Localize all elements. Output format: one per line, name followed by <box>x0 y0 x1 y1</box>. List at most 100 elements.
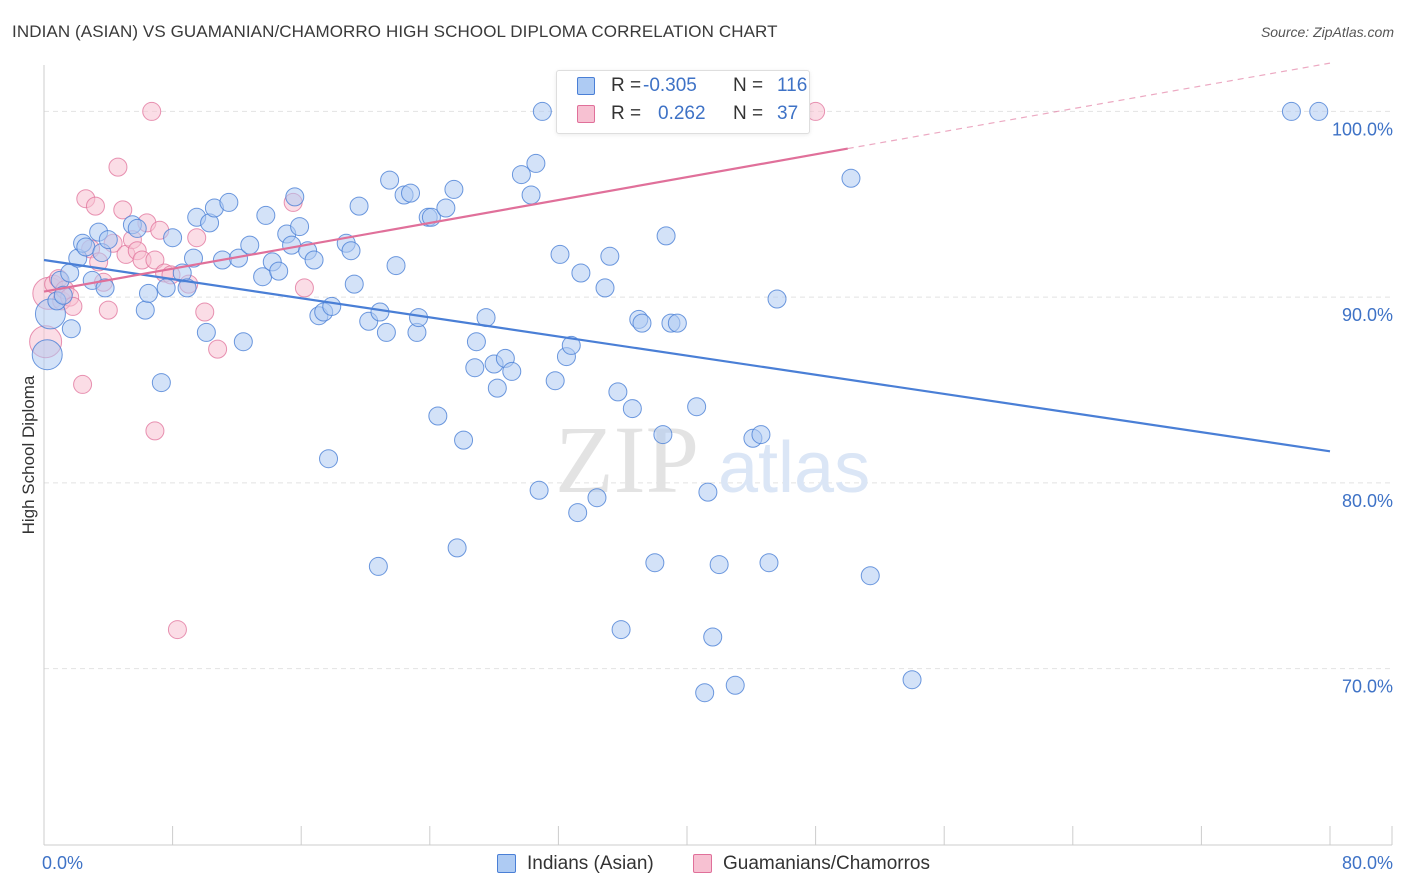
data-point-indians <box>151 373 171 393</box>
data-point-guamanians <box>208 339 228 359</box>
watermark: ZIP atlas <box>555 406 870 513</box>
data-point-indians <box>447 538 467 558</box>
data-point-guamanians <box>294 278 314 298</box>
data-point-indians <box>487 378 507 398</box>
data-point-indians <box>529 480 549 500</box>
data-point-indians <box>127 218 147 238</box>
stats-legend: R = -0.305 N = 116 R = 0.262 N = 37 <box>556 70 810 134</box>
y-tick-labels: 70.0% 80.0% 90.0% 100.0% <box>1332 119 1393 696</box>
trend-line-guamanians-extension <box>847 62 1331 150</box>
data-point-indians <box>138 283 158 303</box>
data-point-indians <box>454 430 474 450</box>
legend-r-label: R = <box>611 103 642 124</box>
data-point-indians <box>465 358 485 378</box>
data-point-indians <box>76 237 96 257</box>
data-point-guamanians <box>145 250 165 270</box>
data-point-indians <box>571 263 591 283</box>
legend-swatch-blue <box>577 77 595 95</box>
y-tick-label: 70.0% <box>1342 677 1393 697</box>
data-point-indians <box>687 397 707 417</box>
trend-lines <box>43 62 1331 453</box>
legend-swatch-pink <box>577 105 595 123</box>
data-point-indians <box>632 313 652 333</box>
data-point-indians <box>95 278 115 298</box>
data-point-indians <box>436 198 456 218</box>
data-point-indians <box>31 339 63 371</box>
data-point-guamanians <box>108 157 128 177</box>
data-point-guamanians <box>187 228 207 248</box>
data-point-indians <box>695 683 715 703</box>
data-point-indians <box>521 185 541 205</box>
data-point-guamanians <box>145 421 165 441</box>
data-point-indians <box>751 425 771 445</box>
data-point-indians <box>725 675 745 695</box>
data-point-guamanians <box>167 620 187 640</box>
y-tick-label: 80.0% <box>1342 491 1393 511</box>
data-point-indians <box>860 566 880 586</box>
watermark-zip: ZIP <box>555 406 699 513</box>
data-point-indians <box>53 285 73 305</box>
data-point-indians <box>841 168 861 188</box>
series-guamanians-points <box>29 101 826 640</box>
x-tick-labels: 0.0% 80.0% <box>42 853 1393 873</box>
data-point-indians <box>902 670 922 690</box>
data-point-indians <box>344 274 364 294</box>
data-point-indians <box>1309 101 1329 121</box>
data-point-indians <box>349 196 369 216</box>
data-point-guamanians <box>113 200 133 220</box>
data-point-indians <box>322 296 342 316</box>
data-point-indians <box>196 322 216 342</box>
legend-r-label: R = <box>611 75 642 96</box>
data-point-indians <box>656 226 676 246</box>
y-tick-label: 100.0% <box>1332 119 1393 139</box>
data-point-indians <box>177 278 197 298</box>
data-point-indians <box>219 192 239 212</box>
chart-title: INDIAN (ASIAN) VS GUAMANIAN/CHAMORRO HIG… <box>12 22 778 41</box>
data-point-indians <box>561 335 581 355</box>
data-point-guamanians <box>195 302 215 322</box>
data-point-indians <box>156 278 176 298</box>
data-point-indians <box>645 553 665 573</box>
data-point-indians <box>466 332 486 352</box>
data-point-indians <box>667 313 687 333</box>
data-point-indians <box>428 406 448 426</box>
data-point-indians <box>703 627 723 647</box>
data-point-indians <box>368 556 388 576</box>
data-point-indians <box>709 555 729 575</box>
data-point-indians <box>568 503 588 523</box>
y-axis-label: High School Diploma <box>19 375 38 534</box>
data-point-indians <box>341 241 361 261</box>
data-point-indians <box>526 153 546 173</box>
data-point-indians <box>653 425 673 445</box>
legend-n-label: N = <box>733 75 764 96</box>
x-tick-label: 80.0% <box>1342 853 1393 873</box>
x-tick-label: 0.0% <box>42 853 83 873</box>
y-tick-label: 90.0% <box>1342 305 1393 325</box>
data-point-indians <box>759 553 779 573</box>
data-point-indians <box>545 371 565 391</box>
data-point-indians <box>767 289 787 309</box>
data-point-indians <box>269 261 289 281</box>
watermark-atlas: atlas <box>718 428 870 508</box>
legend-r-value: -0.305 <box>643 75 697 96</box>
data-point-guamanians <box>98 300 118 320</box>
legend-swatch-blue <box>497 854 516 873</box>
data-point-indians <box>290 217 310 237</box>
legend-swatch-pink <box>693 854 712 873</box>
data-point-indians <box>511 165 531 185</box>
data-point-indians <box>611 620 631 640</box>
data-point-indians <box>698 482 718 502</box>
data-point-indians <box>376 322 396 342</box>
data-point-indians <box>183 248 203 268</box>
data-point-indians <box>135 300 155 320</box>
series-indians-points <box>31 101 1329 703</box>
trend-line-indians <box>43 258 1331 453</box>
legend-label-guamanians: Guamanians/Chamorros <box>723 853 930 874</box>
data-point-guamanians <box>85 196 105 216</box>
data-point-indians <box>502 361 522 381</box>
legend-n-label: N = <box>733 103 764 124</box>
data-point-indians <box>380 170 400 190</box>
data-point-indians <box>285 187 305 207</box>
data-point-guamanians <box>73 374 93 394</box>
